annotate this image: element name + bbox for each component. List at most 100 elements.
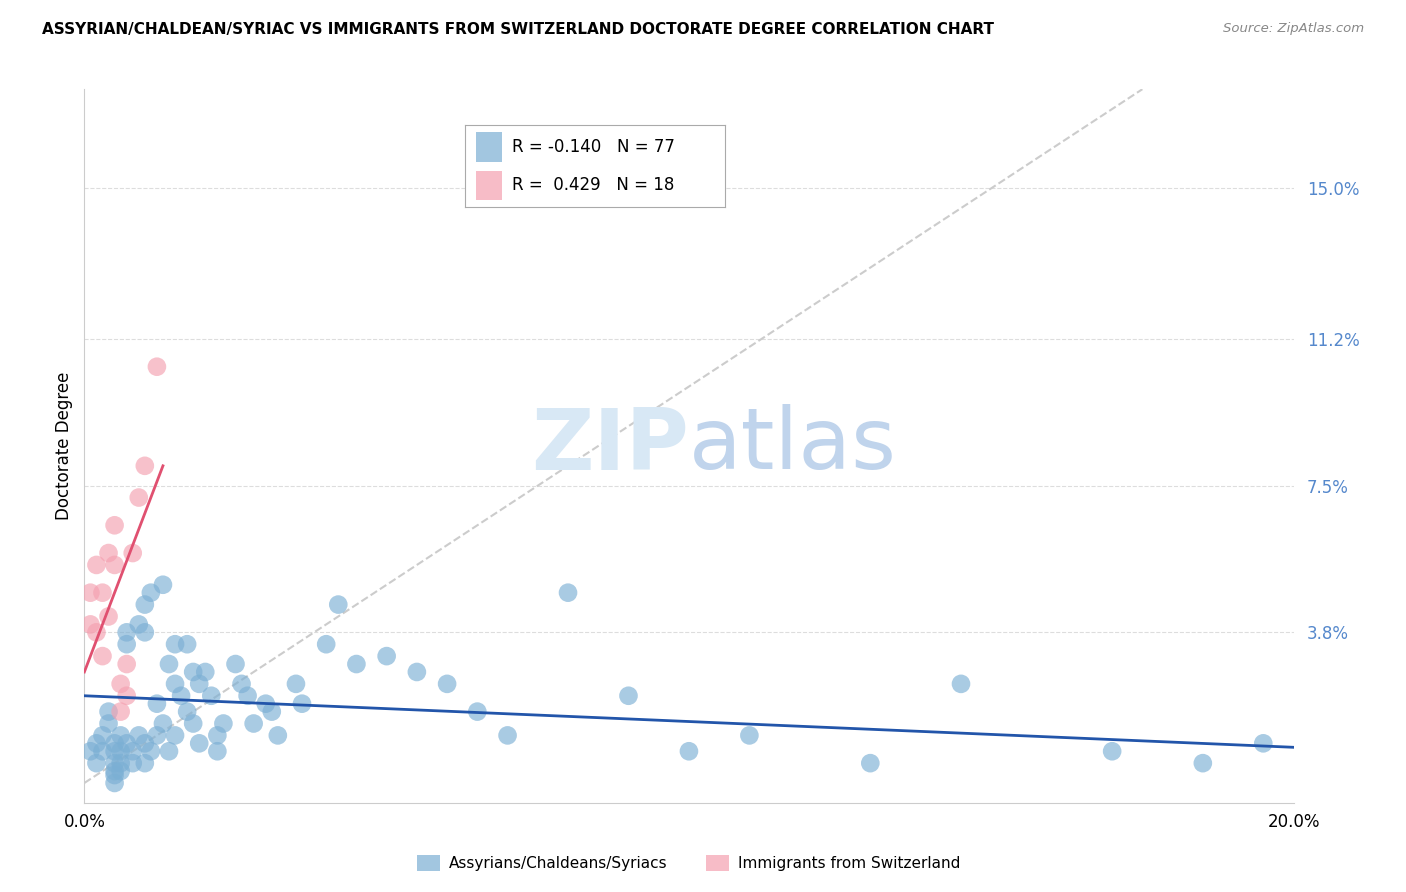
Point: [97, 705, 120, 719]
Point: [557, 585, 579, 599]
Point: [139, 744, 162, 758]
Point: [104, 518, 127, 533]
Point: [163, 728, 186, 742]
Point: [104, 744, 127, 758]
Point: [181, 716, 204, 731]
Point: [200, 689, 222, 703]
Point: [152, 716, 174, 731]
Point: [315, 637, 337, 651]
Point: [115, 625, 138, 640]
Point: [91, 728, 114, 742]
Point: [212, 716, 235, 731]
Point: [110, 728, 132, 742]
Point: [79, 617, 101, 632]
Point: [188, 736, 211, 750]
Point: [91, 585, 114, 599]
Point: [284, 677, 308, 691]
Point: [110, 764, 132, 778]
Point: [163, 677, 186, 691]
Point: [496, 728, 519, 742]
Point: [859, 756, 882, 771]
Point: [291, 697, 314, 711]
Legend: Assyrians/Chaldeans/Syriacs, Immigrants from Switzerland: Assyrians/Chaldeans/Syriacs, Immigrants …: [411, 849, 967, 877]
Bar: [475, 171, 502, 201]
Point: [406, 665, 429, 679]
Point: [104, 736, 127, 750]
Text: Source: ZipAtlas.com: Source: ZipAtlas.com: [1223, 22, 1364, 36]
Point: [1101, 744, 1123, 758]
Point: [104, 764, 127, 778]
Point: [104, 756, 127, 771]
Point: [97, 716, 120, 731]
Point: [146, 697, 169, 711]
Point: [152, 578, 174, 592]
Point: [134, 756, 156, 771]
Point: [121, 546, 143, 560]
Point: [194, 665, 217, 679]
Point: [678, 744, 700, 758]
Point: [86, 558, 108, 572]
Point: [176, 705, 198, 719]
Point: [738, 728, 761, 742]
Text: R = -0.140   N = 77: R = -0.140 N = 77: [512, 138, 675, 156]
Point: [134, 625, 156, 640]
Point: [346, 657, 368, 671]
Point: [110, 756, 132, 771]
Point: [91, 649, 114, 664]
Point: [236, 689, 259, 703]
Point: [86, 625, 108, 640]
Point: [254, 697, 277, 711]
Point: [110, 744, 132, 758]
Point: [86, 756, 108, 771]
Point: [375, 649, 398, 664]
Point: [97, 609, 120, 624]
Point: [207, 728, 229, 742]
Point: [110, 677, 132, 691]
Point: [267, 728, 290, 742]
Point: [146, 359, 169, 374]
Point: [104, 558, 127, 572]
Point: [188, 677, 211, 691]
Point: [176, 637, 198, 651]
Text: ASSYRIAN/CHALDEAN/SYRIAC VS IMMIGRANTS FROM SWITZERLAND DOCTORATE DEGREE CORRELA: ASSYRIAN/CHALDEAN/SYRIAC VS IMMIGRANTS F…: [42, 22, 994, 37]
Text: ZIP: ZIP: [531, 404, 689, 488]
Point: [134, 736, 156, 750]
Point: [207, 744, 229, 758]
Point: [328, 598, 350, 612]
Point: [146, 728, 169, 742]
Point: [121, 756, 143, 771]
Point: [79, 744, 101, 758]
Point: [104, 768, 127, 782]
Point: [1191, 756, 1213, 771]
Point: [128, 728, 150, 742]
Point: [139, 585, 162, 599]
Bar: [475, 132, 502, 161]
Point: [134, 598, 156, 612]
Point: [115, 657, 138, 671]
Y-axis label: Doctorate Degree: Doctorate Degree: [55, 372, 73, 520]
Point: [436, 677, 458, 691]
Point: [134, 458, 156, 473]
Text: R =  0.429   N = 18: R = 0.429 N = 18: [512, 176, 675, 194]
Point: [121, 744, 143, 758]
Point: [157, 657, 180, 671]
Point: [157, 744, 180, 758]
Point: [110, 705, 132, 719]
Point: [86, 736, 108, 750]
Point: [467, 705, 489, 719]
Point: [617, 689, 640, 703]
Point: [950, 677, 973, 691]
Point: [170, 689, 193, 703]
Point: [91, 744, 114, 758]
Point: [242, 716, 264, 731]
Point: [231, 677, 253, 691]
Text: atlas: atlas: [689, 404, 897, 488]
Point: [128, 491, 150, 505]
Point: [128, 617, 150, 632]
Point: [115, 637, 138, 651]
Point: [181, 665, 204, 679]
Point: [115, 736, 138, 750]
Point: [79, 585, 101, 599]
Point: [1251, 736, 1274, 750]
Point: [115, 689, 138, 703]
